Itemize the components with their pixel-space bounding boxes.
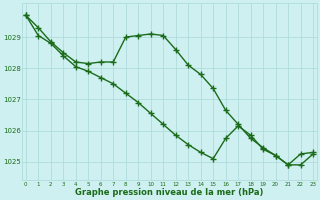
X-axis label: Graphe pression niveau de la mer (hPa): Graphe pression niveau de la mer (hPa) (75, 188, 264, 197)
